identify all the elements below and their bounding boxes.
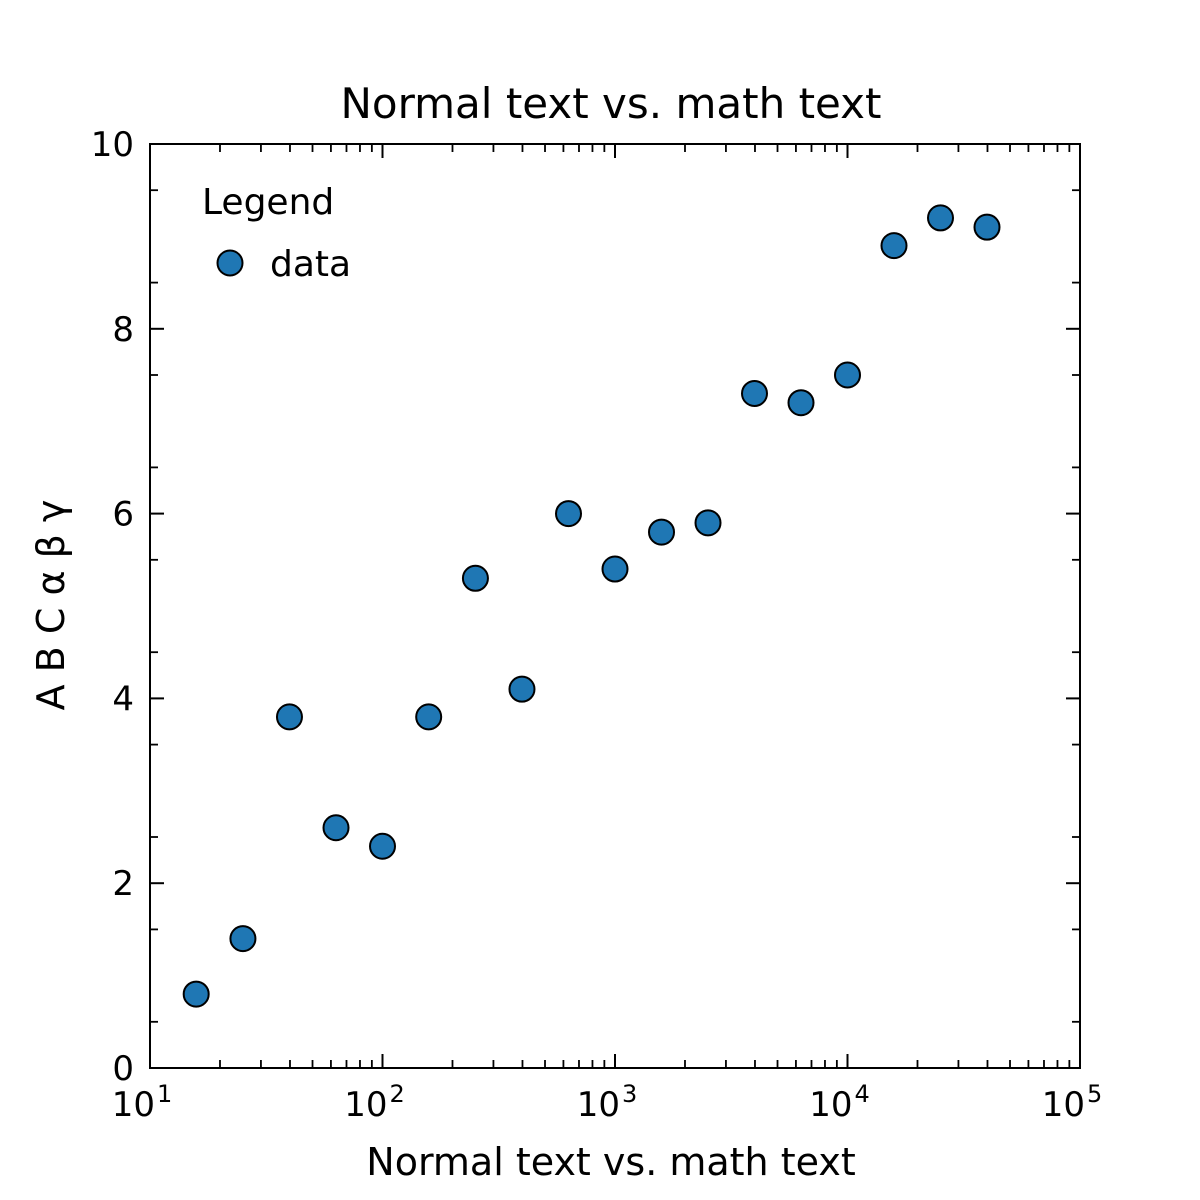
data-point — [694, 509, 722, 537]
chart-title: Normal text vs. math text — [341, 79, 882, 128]
data-point — [275, 703, 303, 731]
y-axis-label: A B C α β γ — [29, 500, 73, 711]
x-axis-label: Normal text vs. math text — [366, 1140, 855, 1184]
x-tick-labels: 101 102 103 104 105 — [112, 1080, 1103, 1125]
data-point — [973, 213, 1001, 241]
y-tick-label: 6 — [112, 495, 134, 535]
data-point — [834, 361, 861, 389]
y-tick-label: 2 — [112, 864, 134, 904]
y-tick-label: 4 — [112, 679, 134, 719]
y-tick-label: 0 — [112, 1049, 134, 1089]
major-ticks — [149, 143, 1081, 1069]
data-point — [880, 232, 908, 260]
data-point — [415, 703, 443, 731]
legend-label: data — [270, 244, 351, 285]
legend-title: Legend — [202, 182, 334, 223]
x-tick-label: 104 — [809, 1080, 870, 1125]
legend-marker — [216, 249, 244, 277]
data-point — [740, 379, 768, 407]
data-point — [648, 518, 676, 546]
data-point — [927, 204, 955, 232]
data-point — [461, 564, 489, 592]
plot-frame — [149, 143, 1081, 1069]
y-tick-labels: 0 2 4 6 8 10 — [91, 125, 134, 1089]
data-points — [182, 204, 1001, 1008]
x-tick-label: 102 — [344, 1080, 405, 1125]
data-point — [555, 500, 583, 528]
minor-ticks — [150, 144, 1080, 1068]
data-point — [369, 832, 396, 860]
x-tick-label: 105 — [1042, 1080, 1103, 1125]
plot-area — [149, 143, 1081, 1069]
data-point — [601, 555, 629, 583]
data-point — [787, 389, 815, 417]
legend: Legend data — [202, 182, 351, 285]
x-tick-label: 101 — [112, 1080, 173, 1125]
data-point — [229, 925, 257, 953]
x-tick-label: 103 — [577, 1080, 638, 1125]
data-point — [322, 814, 350, 842]
data-point — [182, 980, 210, 1008]
data-point — [508, 675, 536, 703]
y-tick-label: 10 — [91, 125, 134, 165]
y-tick-label: 8 — [112, 310, 134, 350]
